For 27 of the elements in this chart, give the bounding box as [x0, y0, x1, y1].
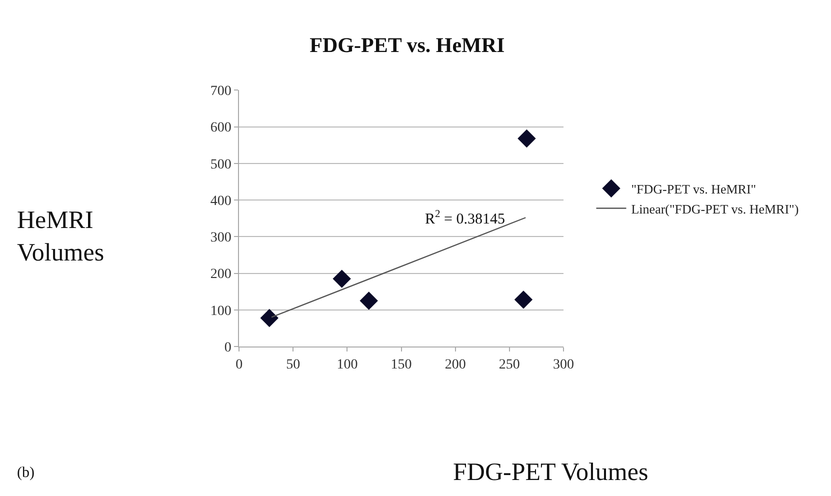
text: (b) [17, 465, 34, 481]
y-tick-label: 100 [210, 304, 232, 319]
x-tick-label: 150 [390, 357, 412, 372]
y-axis-title: HeMRI Volumes [17, 207, 104, 266]
y-tick-label: 300 [210, 230, 232, 246]
x-tick-label: 200 [444, 357, 466, 372]
y-tick-label: 200 [210, 267, 232, 282]
x-tick-label: 100 [336, 357, 358, 372]
y-tick-label: 400 [210, 194, 232, 209]
x-axis-title: FDG-PET Volumes [453, 459, 648, 486]
y-tick-label: 600 [210, 120, 232, 136]
point [518, 129, 536, 148]
annotation: R$^{2}$ = 0.38145 [425, 209, 505, 228]
legend-label: "FDG-PET vs. HeMRI" [631, 181, 756, 196]
x-tick-label: 250 [498, 357, 520, 372]
point [514, 290, 533, 309]
x-tick-label: 300 [552, 357, 574, 372]
point [332, 270, 351, 288]
point [260, 308, 278, 328]
y-tick-label: 0 [224, 340, 232, 356]
y-tick-label: 700 [210, 84, 232, 100]
point [360, 292, 378, 310]
chart-title: FDG-PET vs. HeMRI [310, 32, 505, 57]
y-tick-label: 500 [210, 157, 232, 172]
legend-label: Linear("FDG-PET vs. HeMRI") [631, 201, 799, 216]
x-tick-label: 50 [286, 357, 300, 372]
x-tick-label: 0 [236, 357, 243, 372]
